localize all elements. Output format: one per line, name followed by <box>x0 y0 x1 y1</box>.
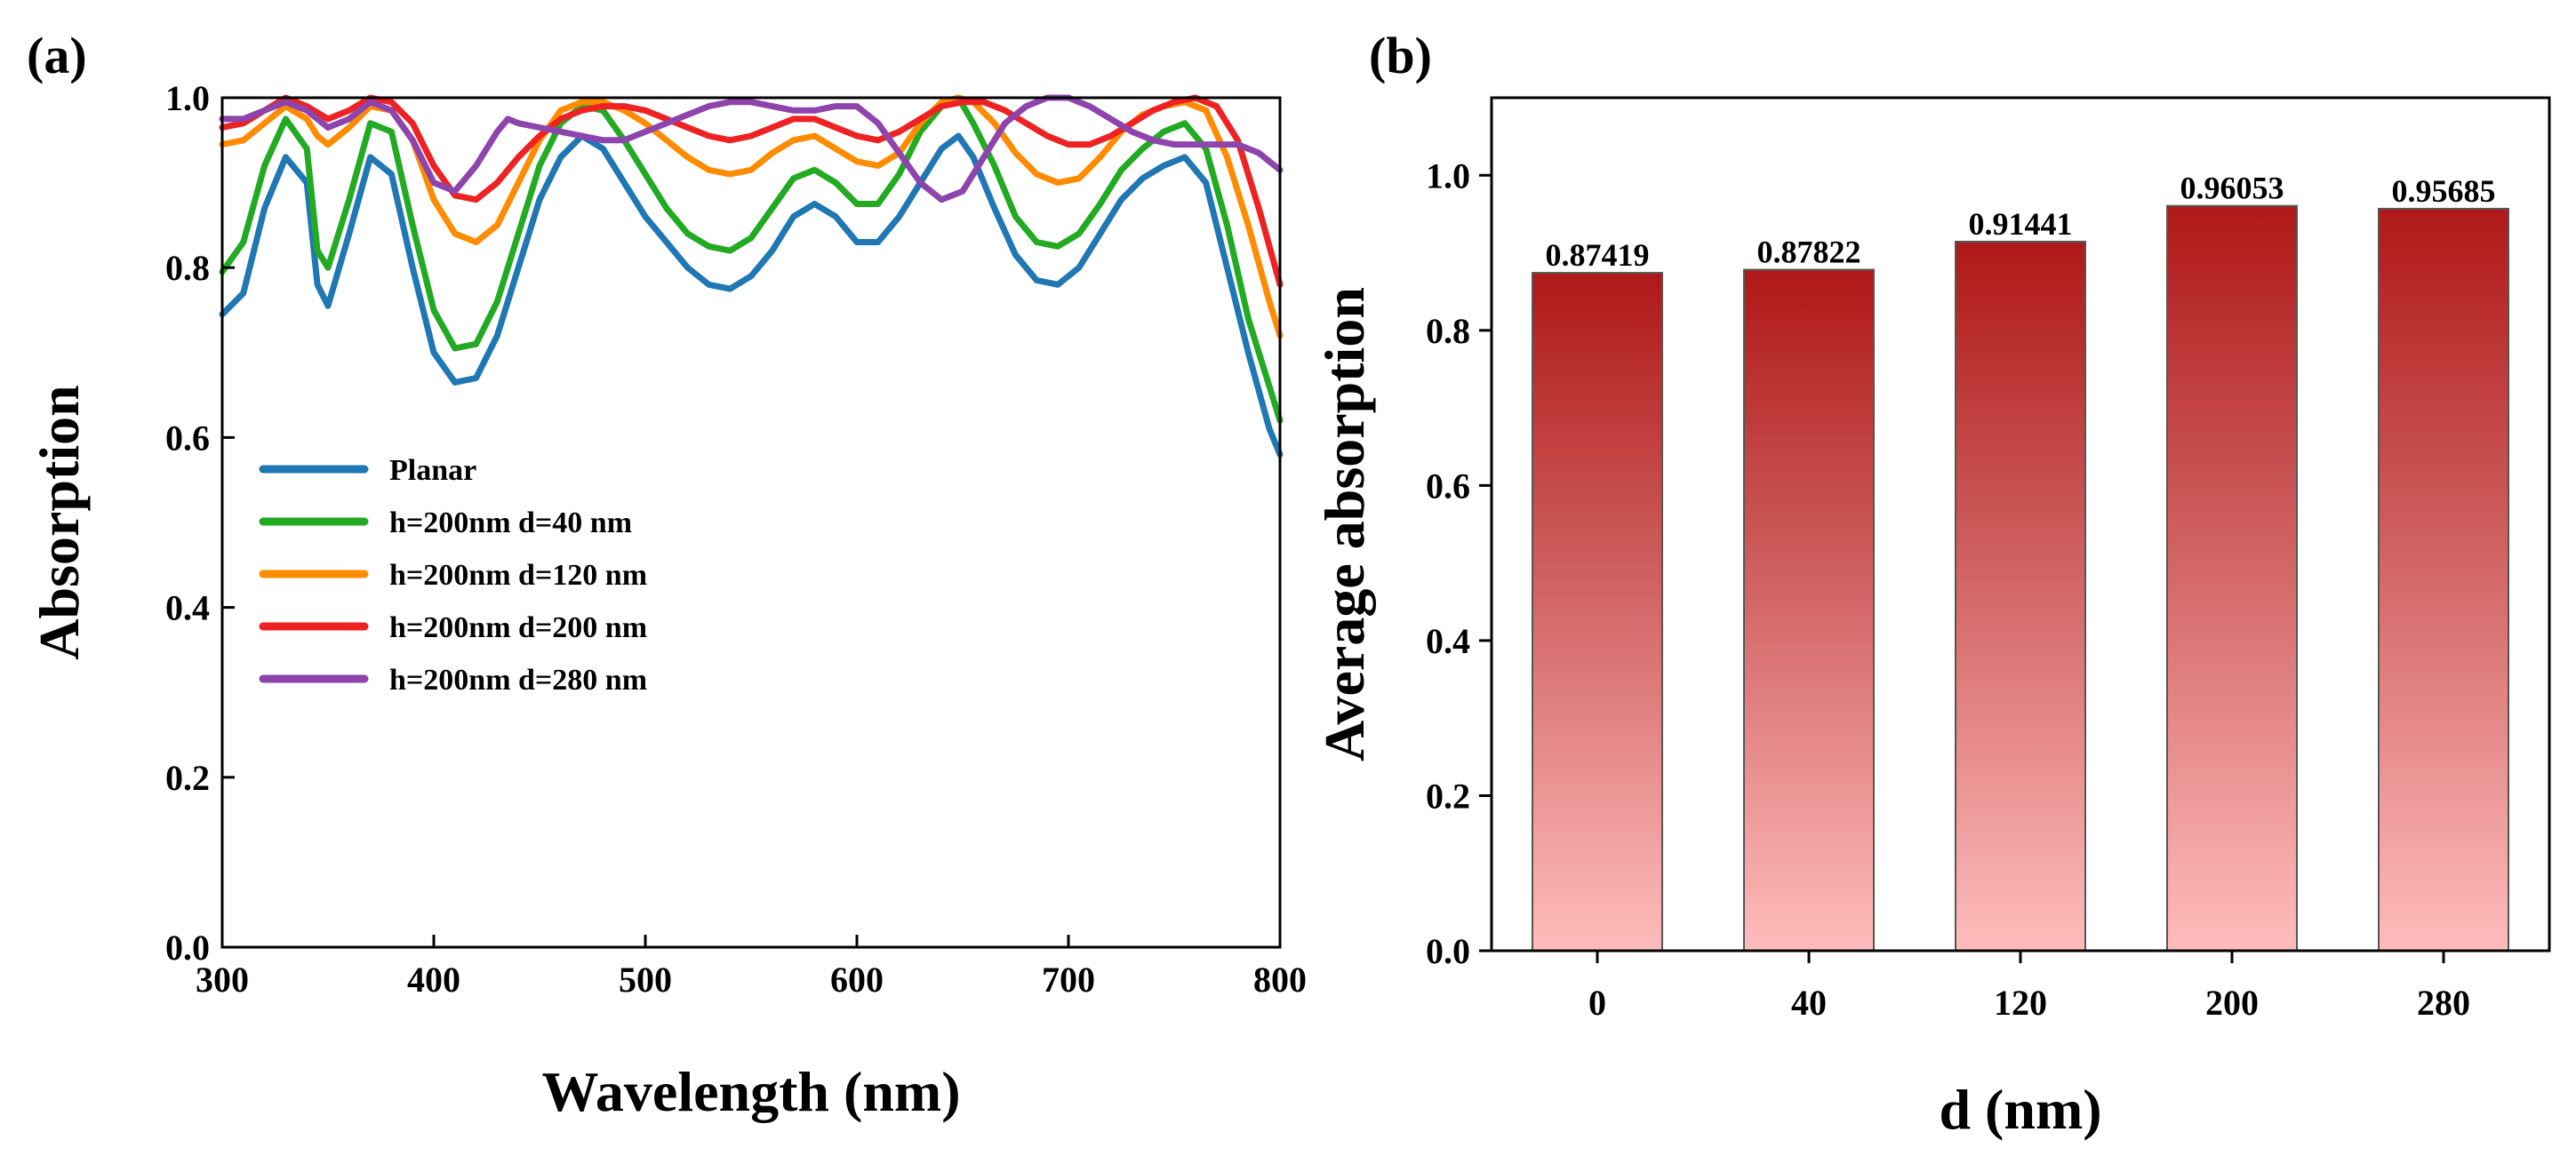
x-axis-ticks-a: 300 400 500 600 700 800 <box>196 935 1307 1000</box>
bar-value-label: 0.95685 <box>2392 173 2496 209</box>
absorption-spectrum-chart: (a) 300 400 500 600 700 800 0.0 0.2 0.4 0.6 0.8 1.… <box>27 27 1307 1123</box>
x-tick-label: 200 <box>2205 983 2259 1023</box>
bar-200 <box>2166 204 2298 952</box>
x-tick-label: 700 <box>1042 960 1095 1000</box>
series-line-0 <box>219 132 1284 458</box>
x-axis-ticks-b: 0 40 120 200 280 <box>1588 951 2470 1023</box>
legend-a: Planar h=200nm d=40 nm h=200nm d=120 nm h=2… <box>259 454 647 697</box>
y-axis-ticks-a: 0.0 0.2 0.4 0.6 0.8 1.0 <box>165 78 235 968</box>
y-tick-label: 1.0 <box>165 78 210 118</box>
x-tick-label: 280 <box>2417 983 2470 1023</box>
plot-frame-a <box>220 96 1282 949</box>
panel-label-a: (a) <box>27 27 87 84</box>
legend-label-1: h=200nm d=40 nm <box>389 506 632 539</box>
bar-0 <box>1532 272 1663 952</box>
legend-label-3: h=200nm d=200 nm <box>389 611 647 644</box>
y-tick-label: 0.8 <box>165 248 210 288</box>
bar-40 <box>1743 268 1875 952</box>
y-tick-label: 0.0 <box>1426 931 1470 971</box>
series-line-3 <box>219 94 1284 288</box>
x-axis-title-a: Wavelength (nm) <box>541 1060 960 1123</box>
series-line-1 <box>219 94 1284 424</box>
bar-value-label: 0.87419 <box>1546 237 1650 273</box>
y-axis-title-a: Absorption <box>28 385 91 659</box>
y-tick-label: 0.6 <box>165 418 210 458</box>
y-tick-label: 0.4 <box>165 588 210 628</box>
y-axis-title-b: Average absorption <box>1313 287 1376 761</box>
x-tick-label: 120 <box>1994 983 2047 1023</box>
legend-label-4: h=200nm d=280 nm <box>389 664 647 697</box>
x-tick-label: 800 <box>1253 960 1307 1000</box>
y-tick-label: 0.4 <box>1426 621 1470 661</box>
x-tick-label: 40 <box>1791 983 1827 1023</box>
bar-value-label: 0.87822 <box>1757 235 1861 270</box>
y-tick-label: 1.0 <box>1426 155 1470 195</box>
bar-value-label: 0.91441 <box>1969 206 2073 242</box>
y-tick-label: 0.2 <box>165 758 210 798</box>
bar-120 <box>1955 240 2086 952</box>
spectrum-curves <box>219 94 1284 458</box>
y-axis-ticks-b: 0.0 0.2 0.4 0.6 0.8 1.0 <box>1426 155 1492 971</box>
x-tick-label: 600 <box>830 960 884 1000</box>
x-tick-label: 0 <box>1588 983 1606 1023</box>
x-tick-label: 300 <box>196 960 249 1000</box>
y-tick-label: 0.8 <box>1426 311 1470 351</box>
y-tick-label: 0.2 <box>1426 776 1470 816</box>
y-tick-label: 0.0 <box>165 928 210 968</box>
x-axis-title-b: d (nm) <box>1939 1078 2101 1141</box>
series-line-4 <box>219 94 1284 203</box>
bars: 0.87419 0.87822 0.91441 0.96053 0.95685 <box>1532 171 2509 952</box>
x-tick-label: 500 <box>619 960 672 1000</box>
panel-label-b: (b) <box>1369 27 1432 84</box>
x-tick-label: 400 <box>407 960 460 1000</box>
legend-label-0: Planar <box>389 454 476 487</box>
y-tick-label: 0.6 <box>1426 466 1470 506</box>
legend-label-2: h=200nm d=120 nm <box>389 559 647 592</box>
bar-280 <box>2378 207 2509 952</box>
bar-value-label: 0.96053 <box>2180 171 2284 206</box>
